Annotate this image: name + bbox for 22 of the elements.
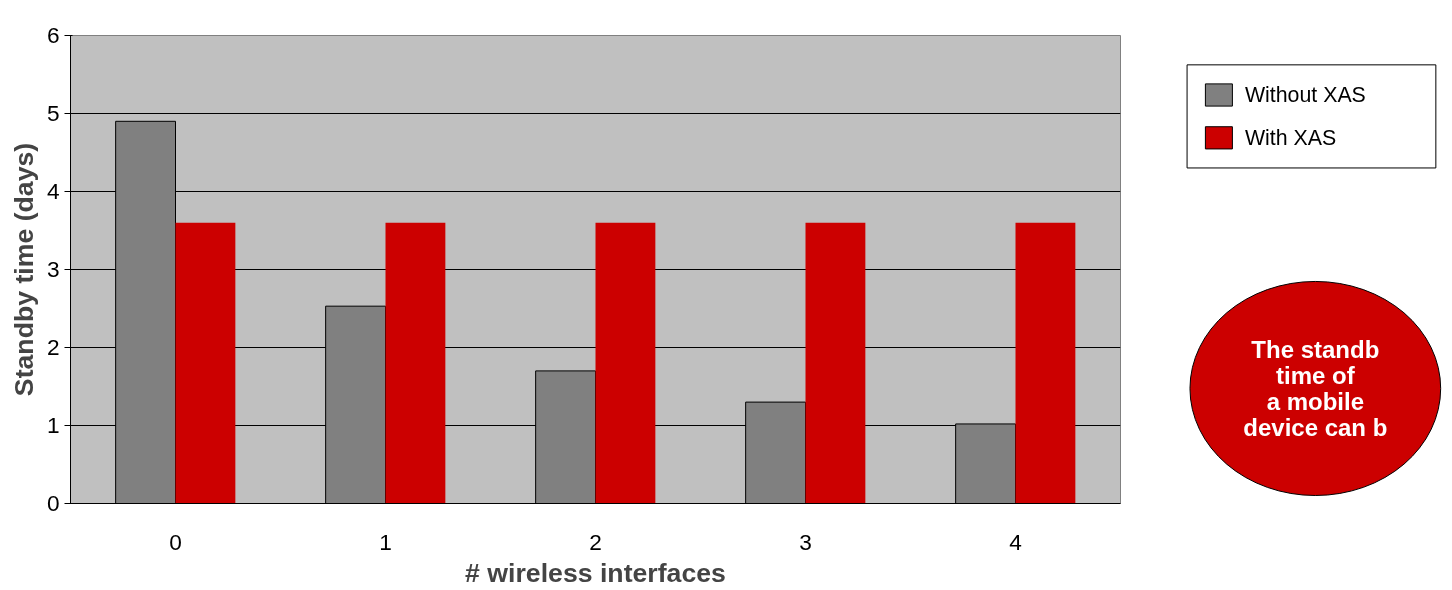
legend-label: Without XAS xyxy=(1244,82,1366,107)
y-axis-title: Standby time (days) xyxy=(8,142,39,397)
y-tick-label: 5 xyxy=(46,100,60,126)
y-tick-label: 4 xyxy=(46,178,60,204)
bar xyxy=(1015,222,1076,504)
x-tick-label: 0 xyxy=(169,528,182,555)
x-axis-title: # wireless interfaces xyxy=(465,557,726,588)
y-tick-label: 6 xyxy=(46,22,60,48)
x-tick-label: 3 xyxy=(799,528,812,555)
bar xyxy=(595,222,656,504)
y-tick-label: 0 xyxy=(46,490,60,516)
y-tick-label: 1 xyxy=(46,412,60,438)
bar xyxy=(805,222,866,504)
bar xyxy=(385,222,446,504)
x-tick-label: 4 xyxy=(1009,528,1022,555)
x-tick-label: 1 xyxy=(379,528,392,555)
y-tick-label: 3 xyxy=(46,256,60,282)
y-tick-label: 2 xyxy=(46,334,60,360)
text: The standb time of a mobile device can b xyxy=(1243,335,1388,442)
legend-label: With XAS xyxy=(1244,125,1337,150)
x-tick-label: 2 xyxy=(589,528,602,555)
bar xyxy=(175,222,236,504)
